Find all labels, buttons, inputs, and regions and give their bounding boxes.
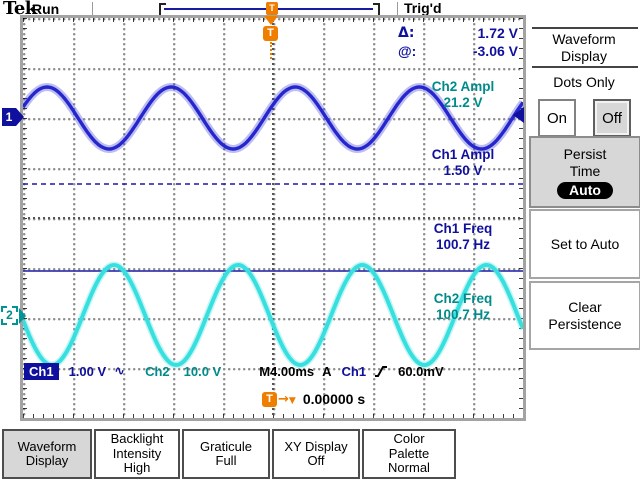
dots-only-off-button[interactable]: Off bbox=[593, 99, 631, 137]
ch2-marker-pointer-icon bbox=[19, 308, 26, 324]
ch1-badge: Ch1 bbox=[24, 362, 59, 380]
bottom-menu-xy-display[interactable]: XY Display Off bbox=[272, 429, 360, 479]
arrow-right-icon: → bbox=[278, 391, 289, 407]
ch2-label: Ch2 bbox=[145, 363, 170, 379]
trigger-flag-icon: T bbox=[263, 26, 278, 41]
trigger-status: Trig'd bbox=[404, 0, 442, 16]
bottom-menu-backlight-intensity[interactable]: Backlight Intensity High bbox=[94, 429, 180, 479]
persist-time-menu-item[interactable]: Persist Time Auto bbox=[529, 136, 640, 208]
bottom-menu-waveform-display[interactable]: Waveform Display bbox=[2, 429, 92, 479]
trigger-flag-icon: T bbox=[262, 391, 277, 407]
measurement-value: 100.7 Hz bbox=[435, 237, 491, 252]
channel-status-bar: Ch1 1.00 V ∿ Ch2 10.0 V M4.00ms A Ch1 60… bbox=[24, 362, 444, 380]
trigger-time-value: 0.00000 s bbox=[302, 391, 366, 407]
ch1-marker-label: 1 bbox=[2, 108, 16, 126]
dots-only-on-button[interactable]: On bbox=[538, 99, 576, 137]
measurement-label: Ch2 Ampl bbox=[431, 79, 495, 94]
measurement-ch1-ampl: Ch1 Ampl 1.50 V bbox=[408, 147, 518, 179]
side-menu-title: Waveform Display bbox=[552, 31, 616, 64]
cursor-at-value: -3.06 V bbox=[472, 43, 518, 59]
waveform-plot bbox=[23, 82, 523, 369]
measurement-ch2-ampl: Ch2 Ampl 21.2 V bbox=[408, 79, 518, 111]
rising-edge-icon bbox=[375, 365, 388, 377]
measurement-value: 100.7 Hz bbox=[435, 307, 491, 322]
trigger-position-arrow-icon bbox=[264, 16, 278, 25]
bottom-menu-color-palette[interactable]: Color Palette Normal bbox=[362, 429, 456, 479]
dots-only-label: Dots Only bbox=[553, 74, 615, 90]
side-menu-rule bbox=[532, 27, 638, 29]
tek-logo: Tek bbox=[3, 0, 37, 19]
trigger-time-readout: T → ▼ 0.00000 s bbox=[262, 391, 365, 407]
measurement-ch1-freq: Ch1 Freq 100.7 Hz bbox=[408, 221, 518, 253]
ch1-coupling-icon: ∿ bbox=[114, 363, 126, 379]
measurement-label: Ch1 Freq bbox=[433, 221, 493, 236]
side-menu-rule bbox=[532, 66, 638, 68]
measurement-label: Ch1 Ampl bbox=[431, 147, 495, 162]
cursor-delta-value: 1.72 V bbox=[477, 25, 518, 41]
trigger-mode: A bbox=[322, 363, 332, 379]
record-view-trigger-icon: T bbox=[266, 2, 278, 15]
cursor-delta-label: Δ: bbox=[398, 25, 415, 41]
header-divider bbox=[92, 2, 93, 15]
cursor-readout: Δ: 1.72 V @: -3.06 V bbox=[398, 25, 518, 61]
bottom-menu-graticule[interactable]: Graticule Full bbox=[182, 429, 270, 479]
ch1-marker-pointer-icon bbox=[16, 108, 24, 126]
measurement-ch2-freq: Ch2 Freq 100.7 Hz bbox=[408, 291, 518, 323]
measurement-value: 21.2 V bbox=[443, 95, 483, 110]
persist-time-value-badge: Auto bbox=[557, 181, 613, 199]
timebase-readout: M4.00ms bbox=[259, 363, 315, 379]
ch1-scale: 1.00 V bbox=[68, 363, 107, 379]
ch1-right-edge-arrow-icon bbox=[513, 107, 524, 123]
trigger-source: Ch1 bbox=[341, 363, 367, 379]
graticule bbox=[20, 15, 526, 421]
set-to-auto-button[interactable]: Set to Auto bbox=[529, 209, 640, 279]
header-divider bbox=[397, 2, 398, 15]
persist-time-label: Persist Time bbox=[563, 145, 607, 179]
measurement-value: 1.50 V bbox=[443, 163, 483, 178]
clear-persistence-button[interactable]: Clear Persistence bbox=[529, 281, 640, 350]
graticule-center-horizontal bbox=[23, 217, 523, 219]
measurement-label: Ch2 Freq bbox=[433, 291, 493, 306]
ch2-scale: 10.0 V bbox=[183, 363, 222, 379]
triangle-down-icon: ▼ bbox=[288, 395, 296, 406]
trigger-position-line bbox=[270, 42, 272, 59]
acquisition-status: Run bbox=[32, 1, 60, 17]
ch2-marker-label: 2 bbox=[1, 306, 18, 325]
cursor-at-label: @: bbox=[398, 43, 417, 59]
trigger-level: 60.0mV bbox=[398, 363, 444, 379]
